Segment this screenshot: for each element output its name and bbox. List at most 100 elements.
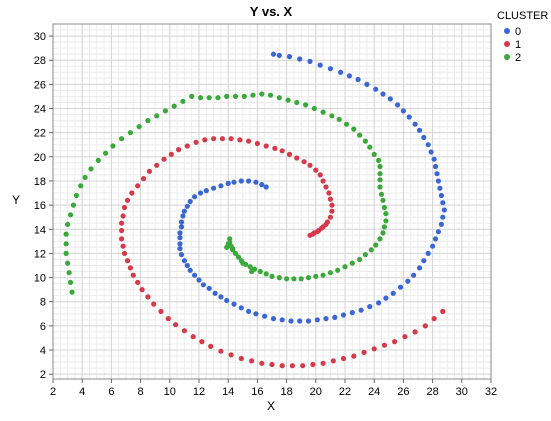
point-cluster-2: [66, 270, 72, 276]
y-tick-label: 16: [34, 200, 46, 212]
x-tick-label: 16: [251, 386, 263, 398]
point-cluster-1: [120, 213, 126, 219]
point-cluster-1: [326, 190, 332, 196]
point-cluster-0: [192, 272, 198, 278]
point-cluster-2: [67, 279, 74, 285]
point-cluster-0: [184, 203, 190, 209]
point-cluster-1: [246, 138, 252, 144]
point-cluster-2: [377, 163, 383, 170]
point-cluster-0: [238, 178, 244, 184]
point-cluster-0: [262, 313, 268, 319]
point-cluster-0: [279, 317, 285, 323]
point-cluster-1: [218, 348, 224, 354]
point-cluster-2: [162, 108, 168, 114]
x-tick-label: 32: [485, 386, 497, 398]
point-cluster-2: [127, 130, 133, 136]
y-tick-label: 4: [40, 345, 46, 357]
legend-label-0: 0: [515, 26, 521, 38]
point-cluster-0: [206, 285, 212, 291]
x-axis-ticks: 2 4 6 8 10 12 14 16 18 20 22 24 26 28 30 32: [50, 379, 497, 398]
point-cluster-2: [305, 275, 312, 281]
point-cluster-0: [288, 318, 294, 324]
point-cluster-0: [323, 316, 329, 322]
point-cluster-2: [63, 250, 69, 256]
point-cluster-1: [158, 308, 164, 314]
point-cluster-0: [435, 229, 441, 235]
point-cluster-0: [314, 317, 320, 323]
x-tick-label: 28: [426, 386, 438, 398]
legend-label-1: 1: [515, 39, 521, 51]
point-cluster-2: [180, 98, 186, 104]
point-cluster-1: [310, 231, 316, 237]
point-cluster-2: [269, 273, 275, 279]
point-cluster-1: [300, 363, 306, 369]
point-cluster-0: [387, 96, 393, 102]
point-cluster-2: [377, 236, 383, 242]
point-cluster-1: [402, 334, 408, 340]
point-cluster-2: [371, 151, 377, 157]
point-cluster-0: [431, 156, 437, 162]
point-cluster-1: [329, 202, 335, 208]
point-cluster-0: [346, 73, 352, 79]
point-cluster-1: [317, 172, 323, 178]
point-cluster-2: [215, 95, 221, 101]
point-cluster-0: [434, 171, 440, 177]
point-cluster-0: [327, 66, 333, 72]
point-cluster-2: [327, 270, 333, 276]
y-tick-label: 2: [40, 369, 46, 381]
point-cluster-2: [357, 132, 363, 138]
point-cluster-2: [250, 92, 256, 98]
point-cluster-1: [279, 363, 285, 369]
point-cluster-1: [412, 329, 418, 335]
y-tick-label: 22: [34, 128, 46, 140]
point-cluster-2: [276, 275, 282, 281]
point-cluster-1: [237, 137, 243, 143]
point-cluster-2: [276, 95, 282, 101]
point-cluster-1: [139, 287, 145, 293]
legend-title: CLUSTER: [497, 10, 548, 22]
point-cluster-1: [219, 136, 225, 142]
point-cluster-1: [327, 196, 333, 202]
point-cluster-2: [367, 144, 373, 150]
legend-marker-0: [504, 28, 510, 34]
point-cluster-1: [129, 190, 135, 196]
point-cluster-2: [380, 230, 386, 236]
point-cluster-1: [286, 151, 293, 157]
point-cluster-0: [364, 81, 370, 87]
point-cluster-0: [177, 235, 183, 241]
point-cluster-2: [267, 92, 274, 98]
point-cluster-1: [323, 184, 329, 190]
point-cluster-1: [161, 156, 167, 162]
point-cluster-2: [227, 236, 233, 242]
point-cluster-2: [189, 93, 195, 99]
point-cluster-2: [206, 95, 212, 101]
point-cluster-2: [313, 273, 319, 279]
point-cluster-0: [435, 178, 441, 184]
point-cluster-2: [232, 250, 239, 256]
point-cluster-0: [253, 311, 259, 317]
point-cluster-0: [218, 183, 224, 189]
point-cluster-0: [440, 214, 446, 220]
point-cluster-0: [373, 86, 379, 92]
point-cluster-0: [390, 290, 396, 296]
point-cluster-0: [432, 163, 439, 170]
point-cluster-0: [428, 149, 434, 155]
point-cluster-0: [178, 224, 185, 230]
point-cluster-1: [323, 221, 329, 227]
point-cluster-2: [291, 276, 297, 282]
point-cluster-0: [400, 108, 406, 114]
point-cluster-0: [332, 314, 338, 320]
major-gridlines: [52, 24, 492, 379]
point-cluster-0: [246, 178, 252, 184]
x-tick-label: 20: [310, 386, 322, 398]
point-cluster-1: [313, 167, 319, 173]
point-cluster-0: [197, 190, 204, 196]
x-tick-label: 12: [193, 386, 205, 398]
point-cluster-2: [285, 97, 291, 103]
point-cluster-0: [177, 241, 183, 247]
point-cluster-1: [193, 139, 199, 145]
y-tick-label: 8: [40, 297, 46, 309]
y-tick-label: 28: [34, 55, 46, 67]
point-cluster-1: [140, 176, 147, 182]
point-cluster-2: [95, 157, 101, 163]
